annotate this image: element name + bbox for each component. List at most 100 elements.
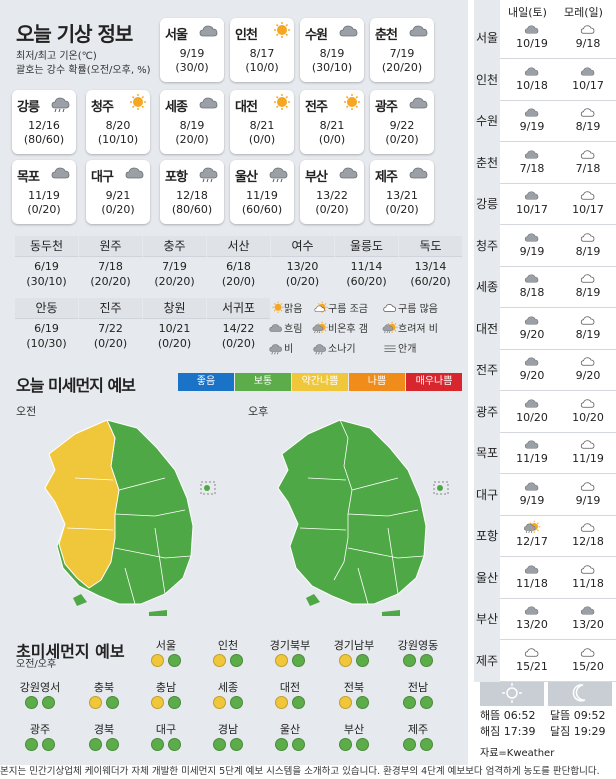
legend-label: 흐려져 비: [398, 324, 438, 335]
city2-cell: 충주 7/19 (20/20): [143, 236, 206, 289]
fine-dust-region: 강원영서: [12, 680, 68, 712]
city2-temp: 14/22: [222, 322, 255, 335]
rain-icon: [268, 343, 284, 358]
city-name: 대전: [235, 100, 258, 115]
city2-cell: 서산 6/18 (20/0): [207, 236, 270, 289]
forecast-row: 대전 9/20 8/19: [474, 308, 616, 350]
forecast-d1: 9/20: [519, 327, 545, 341]
legend-label: 비: [284, 344, 294, 355]
forecast-city: 부산: [474, 599, 500, 640]
cloud-icon: [523, 147, 541, 162]
legend-item: 비온후 갬: [312, 320, 368, 338]
forecast-city: 전주: [474, 350, 500, 391]
city-rain: (80/60): [23, 133, 65, 146]
fine-dust-region: 광주: [12, 722, 68, 754]
city2-temp: 7/22: [98, 322, 123, 335]
pm-dot: [168, 696, 181, 709]
city2-cell: 울릉도 11/14 (60/20): [335, 236, 398, 289]
legend-label: 구름 조금: [328, 304, 368, 315]
cloud-icon: [124, 163, 146, 183]
forecast-city: 목포: [474, 433, 500, 474]
sun-rain-icon: [523, 520, 541, 535]
city2-temp: 7/18: [98, 260, 123, 273]
rain-icon: [268, 163, 290, 183]
sunset-label: 해짐: [480, 725, 501, 738]
am-dot: [275, 654, 288, 667]
city2-name: 독도: [399, 236, 462, 257]
forecast-col1-header: 내일(토): [508, 6, 547, 19]
city-rain: (0/20): [27, 203, 61, 216]
sunrise-label: 해뜸: [480, 709, 501, 722]
rain-icon: [198, 163, 220, 183]
am-dot: [25, 696, 38, 709]
city-rain: (30/0): [175, 61, 209, 74]
city2-rain: (0/20): [285, 275, 320, 288]
forecast-row: 청주 9/19 8/19: [474, 225, 616, 267]
forecast-row: 강릉 10/17 10/17: [474, 184, 616, 225]
cloud-light-icon: [579, 437, 597, 452]
region-name: 경남: [217, 723, 239, 736]
city-rain: (80/60): [171, 203, 213, 216]
pm-dot: [420, 738, 433, 751]
sun-icon: [268, 93, 290, 113]
region-name: 대구: [155, 723, 177, 736]
city2-temp: 6/19: [34, 260, 59, 273]
forecast-d2: 11/19: [572, 452, 604, 465]
forecast-row: 광주 10/20 10/20: [474, 391, 616, 433]
forecast-d2: 8/19: [575, 286, 601, 299]
forecast-d2: 8/19: [575, 327, 601, 341]
dust-map-am: [44, 419, 216, 616]
forecast-d1: 9/19: [519, 244, 545, 258]
forecast-d2: 10/20: [572, 410, 604, 424]
city-card-3: 수원 8/19 (30/10): [300, 18, 364, 82]
am-dot: [89, 696, 102, 709]
city2-rain: (0/20): [221, 337, 256, 350]
forecast-d2: 10/17: [572, 203, 604, 216]
footer-note: 본지는 민간기상업체 케이웨더가 자체 개발한 미세먼지 5단계 예보 시스템을…: [0, 765, 616, 779]
legend-label: 비온후 갬: [328, 324, 368, 335]
am-dot: [25, 738, 38, 751]
city2-temp: 7/19: [162, 260, 187, 273]
forecast-row: 울산 11/18 11/18: [474, 557, 616, 599]
city-temp: 9/19: [179, 47, 205, 60]
pm-dot: [420, 696, 433, 709]
moonrise-label: 달뜸: [550, 709, 571, 722]
dust-level: 좋음: [178, 373, 234, 391]
fine-dust-region: 대전: [262, 680, 318, 712]
city-name: 서울: [165, 28, 188, 43]
forecast-city: 춘천: [474, 142, 500, 184]
region-name: 충남: [155, 681, 177, 694]
forecast-city: 대구: [474, 474, 500, 516]
city-name: 목포: [17, 170, 40, 185]
city2-rain: (20/20): [90, 275, 131, 288]
cloud-light-icon: [579, 147, 597, 162]
forecast-row: 제주 15/21 15/20: [474, 640, 616, 682]
forecast-city: 인천: [474, 59, 500, 101]
city2-cell: 진주 7/22 (0/20): [79, 298, 142, 351]
am-dot: [151, 696, 164, 709]
forecast-d1: 10/20: [516, 410, 548, 424]
forecast-d1: 7/18: [519, 161, 545, 175]
fine-dust-region: 충남: [138, 680, 194, 712]
cloud-icon: [523, 562, 541, 577]
legend-label: 안개: [398, 344, 417, 355]
pm-dot: [230, 696, 243, 709]
city2-temp: 6/18: [226, 260, 251, 273]
city-rain: (0/20): [315, 203, 349, 216]
city-temp: 8/21: [249, 119, 275, 132]
sun-icon: [124, 93, 146, 113]
city-card-1: 서울 9/19 (30/0): [160, 18, 224, 82]
am-dot: [275, 738, 288, 751]
moonset-time: 19:29: [573, 725, 606, 738]
legend-item: 구름 많음: [382, 300, 438, 318]
region-name: 부산: [343, 723, 365, 736]
city-rain: (20/20): [381, 61, 423, 74]
city-name: 춘천: [375, 28, 398, 43]
cloud-light-icon: [579, 354, 597, 369]
am-dot: [403, 738, 416, 751]
forecast-d1: 8/18: [519, 286, 545, 299]
sun-icon: [268, 301, 284, 318]
am-dot: [213, 738, 226, 751]
forecast-city: 제주: [474, 640, 500, 682]
rain-sun-icon: [312, 321, 328, 338]
